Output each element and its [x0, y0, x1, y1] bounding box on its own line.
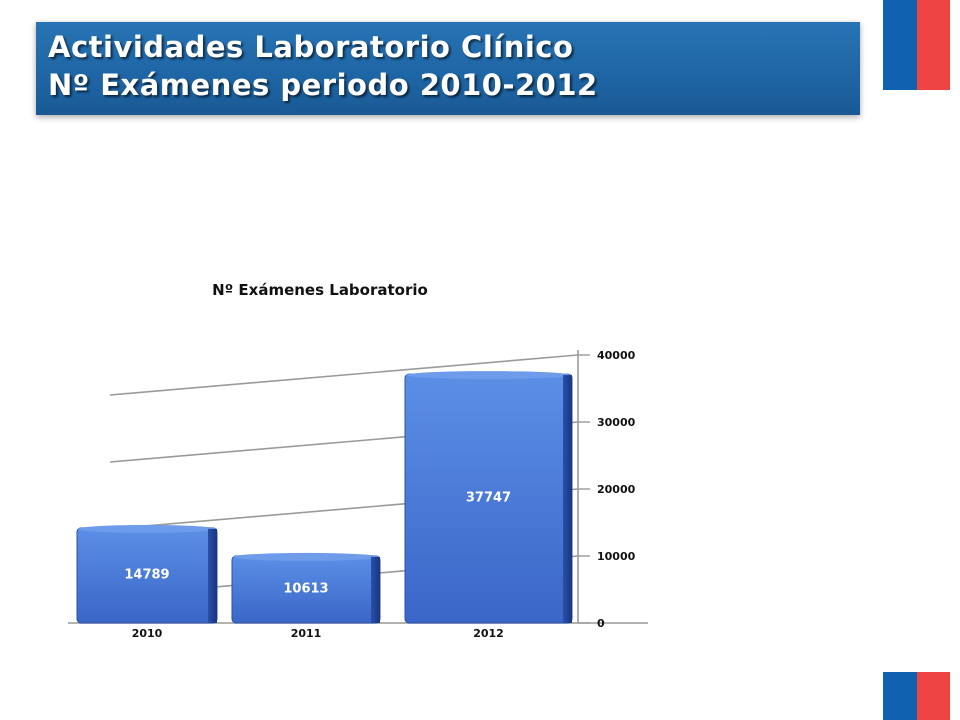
page-subtitle: Nº Exámenes periodo 2010-2012	[48, 68, 598, 102]
flag-top-decoration	[883, 0, 950, 90]
y-tick-label: 10000	[597, 550, 636, 563]
bar-side	[371, 556, 380, 623]
bar-value-label: 37747	[466, 491, 511, 506]
y-tick-label: 30000	[597, 416, 636, 429]
bar-value-label: 14789	[124, 567, 169, 582]
y-tick-label: 20000	[597, 483, 636, 496]
chart-title: Nº Exámenes Laboratorio	[212, 281, 428, 299]
bar-top	[78, 524, 216, 533]
flag-bottom-decoration	[883, 672, 950, 720]
bar-2012	[404, 371, 573, 624]
bar-top	[233, 552, 379, 561]
bar-2010	[76, 524, 218, 624]
x-tick-label: 2011	[291, 627, 322, 640]
bar-side	[208, 528, 217, 623]
bar-side	[563, 375, 572, 623]
flag-blue-stripe	[883, 672, 917, 720]
x-tick-label: 2010	[132, 627, 163, 640]
gridline	[109, 354, 579, 396]
page-title: Actividades Laboratorio Clínico	[48, 30, 574, 64]
x-tick-label: 2012	[473, 627, 504, 640]
flag-red-stripe	[916, 0, 950, 90]
bar-top	[406, 371, 571, 380]
y-tick-label: 40000	[597, 349, 636, 362]
bar-value-label: 10613	[283, 581, 328, 596]
y-tick-label: 0	[597, 617, 605, 630]
flag-blue-stripe	[883, 0, 917, 90]
flag-red-stripe	[916, 672, 950, 720]
bar-2011	[231, 552, 381, 624]
title-banner: Actividades Laboratorio Clínico Nº Exáme…	[36, 22, 860, 115]
